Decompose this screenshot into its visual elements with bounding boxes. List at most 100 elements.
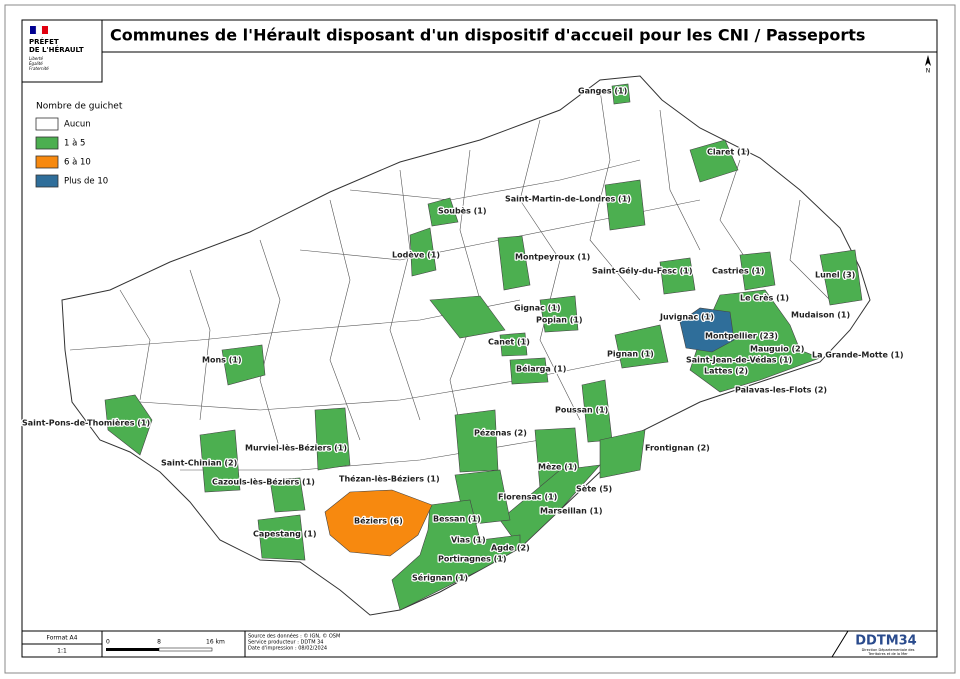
commune-label: Mauguio (2)	[750, 345, 804, 354]
commune-label: Sérignan (1)	[412, 573, 468, 583]
legend-label: Plus de 10	[64, 177, 108, 187]
commune-area	[324, 489, 433, 557]
commune-label: Saint-Gély-du-Fesc (1)	[592, 266, 693, 276]
commune-label: Soubès (1)	[438, 206, 487, 216]
commune-label: Mèze (1)	[538, 462, 577, 472]
legend-swatch	[35, 117, 59, 131]
scale-bar	[106, 648, 159, 651]
commune-area	[611, 83, 631, 105]
format: Format A4	[47, 635, 78, 642]
legend-label: 6 à 10	[64, 158, 91, 168]
commune-label: Bélarga (1)	[516, 364, 566, 374]
ddtm-box	[831, 630, 938, 658]
commune-area	[427, 197, 459, 227]
commune-label: Saint-Jean-de-Védas (1)	[686, 355, 792, 365]
commune-label: Marseillan (1)	[540, 507, 602, 516]
commune-label: Béziers (6)	[354, 516, 403, 526]
commune-label: Castries (1)	[712, 267, 764, 276]
commune-label: Lodève (1)	[392, 250, 440, 260]
commune-label: Murviel-lès-Béziers (1)	[245, 443, 347, 453]
commune-label: Lunel (3)	[815, 271, 855, 280]
commune-area	[199, 429, 241, 493]
commune-label: Agde (2)	[491, 544, 530, 553]
logo-line: DE L'HÉRAULT	[29, 45, 84, 54]
source: Source des données : © IGN, © OSM	[248, 633, 340, 640]
legend-swatch	[35, 174, 59, 188]
legend-swatch	[35, 155, 59, 169]
commune-area	[257, 514, 306, 561]
commune-label: Saint-Chinian (2)	[161, 459, 237, 468]
scale-bar	[158, 647, 213, 652]
commune-label: Canet (1)	[488, 338, 530, 347]
commune-area	[454, 409, 499, 473]
commune-area	[497, 235, 531, 291]
commune-area	[604, 179, 646, 231]
commune-area	[269, 477, 306, 513]
commune-label: Ganges (1)	[578, 87, 627, 96]
commune-label: Pézenas (2)	[474, 428, 527, 438]
commune-area	[679, 307, 735, 353]
commune-label: Saint-Pons-de-Thomières (1)	[22, 418, 150, 428]
flag-white	[35, 25, 43, 35]
commune-label: Capestang (1)	[253, 530, 317, 539]
commune-area	[689, 139, 739, 183]
legend-swatch	[35, 136, 59, 150]
map	[61, 75, 871, 616]
ddtm-logo: DDTM34	[855, 634, 916, 649]
commune-area	[499, 464, 601, 549]
ddtm-sub: Direction Départementale des	[862, 648, 915, 652]
commune-label: Saint-Martin-de-Londres (1)	[505, 195, 631, 204]
commune-area	[819, 249, 863, 306]
ddtm-sub: Territoires et de la Mer	[867, 652, 908, 656]
commune-area	[429, 295, 506, 339]
logo-motto: Égalité	[29, 61, 43, 66]
commune-label: Portiragnes (1)	[438, 555, 507, 564]
commune-label: Montpellier (23)	[705, 332, 778, 341]
scale-label: 16 km	[206, 639, 225, 646]
commune-area	[221, 344, 266, 386]
commune-area	[659, 257, 696, 295]
map-frame	[21, 19, 938, 658]
commune-label: Pignan (1)	[607, 350, 654, 359]
commune-label: Palavas-les-Flots (2)	[735, 386, 827, 395]
logo-motto: Liberté	[29, 56, 44, 61]
flag-red	[42, 26, 48, 34]
source: Date d'impression : 08/02/2024	[248, 646, 327, 652]
map-title: Communes de l'Hérault disposant d'un dis…	[110, 26, 865, 45]
commune-label: Lattes (2)	[704, 367, 748, 376]
ratio: 1:1	[57, 648, 67, 655]
commune-label: Vias (1)	[451, 536, 486, 545]
commune-label: Bessan (1)	[433, 515, 481, 524]
commune-label: Le Crès (1)	[740, 293, 789, 303]
source: Service producteur : DDTM 34	[248, 640, 323, 646]
logo-motto: Fraternité	[29, 66, 49, 71]
legend-title: Nombre de guichet	[36, 102, 123, 112]
commune-label: Popian (1)	[536, 316, 583, 325]
scale-label: 8	[157, 639, 161, 646]
north-label: N	[926, 68, 931, 75]
commune-label: Frontignan (2)	[645, 444, 710, 453]
commune-area	[391, 499, 521, 611]
commune-area	[614, 324, 669, 369]
commune-area	[104, 394, 153, 456]
logo-line: PRÉFET	[29, 37, 59, 46]
commune-area	[509, 357, 549, 385]
north-arrow	[925, 55, 931, 66]
commune-label: Thézan-lès-Béziers (1)	[339, 474, 440, 484]
commune-label: Gignac (1)	[514, 304, 561, 313]
commune-area	[409, 227, 437, 277]
commune-label: Mons (1)	[202, 356, 242, 365]
commune-area	[499, 332, 528, 357]
commune-label: Mudaison (1)	[791, 311, 850, 320]
legend-label: 1 à 5	[64, 139, 85, 149]
commune-label: Poussan (1)	[555, 406, 608, 415]
department	[61, 75, 871, 616]
commune-area	[314, 407, 351, 471]
flag-blue	[30, 26, 36, 34]
commune-label: La Grande-Motte (1)	[812, 351, 904, 360]
scale-label: 0	[106, 639, 110, 646]
commune-area	[739, 251, 776, 291]
commune-label: Sète (5)	[576, 484, 612, 494]
commune-label: Claret (1)	[707, 148, 750, 157]
